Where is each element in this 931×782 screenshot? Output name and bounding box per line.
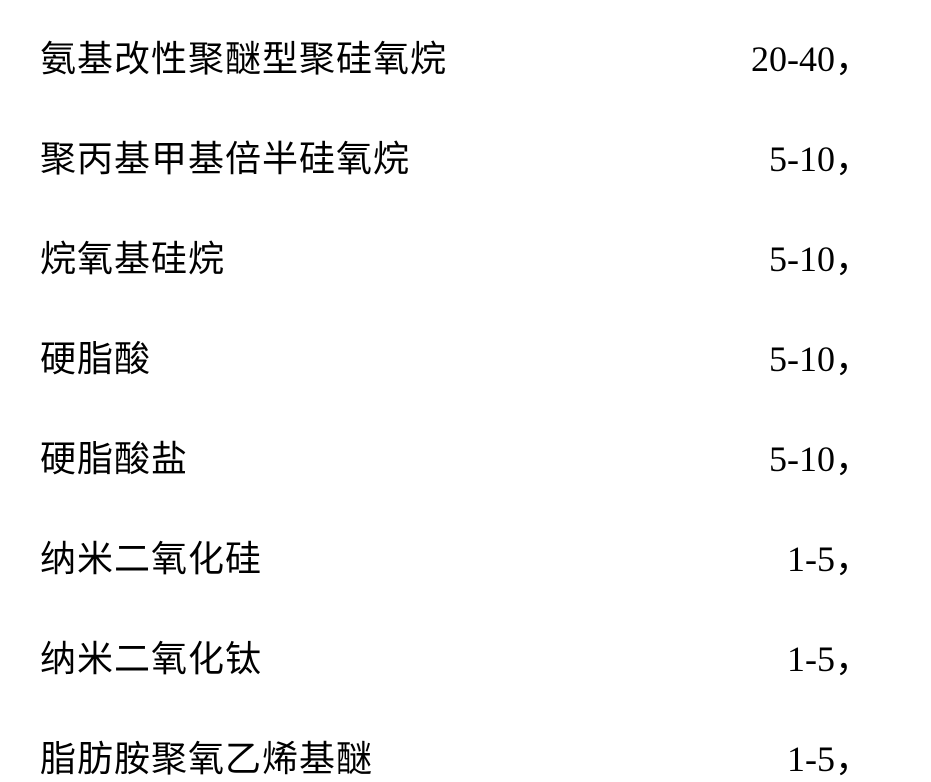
ingredient-label: 聚丙基甲基倍半硅氧烷 — [40, 130, 410, 182]
table-row: 硬脂酸 5-10， — [40, 330, 871, 382]
ingredient-value: 1-5， — [787, 730, 871, 782]
ingredient-value: 5-10， — [769, 130, 871, 182]
ingredient-value: 5-10， — [769, 230, 871, 282]
table-row: 氨基改性聚醚型聚硅氧烷 20-40， — [40, 30, 871, 82]
table-row: 硬脂酸盐 5-10， — [40, 430, 871, 482]
ingredient-label: 脂肪胺聚氧乙烯基醚 — [40, 730, 373, 782]
table-row: 脂肪胺聚氧乙烯基醚 1-5， — [40, 730, 871, 782]
ingredient-label: 纳米二氧化钛 — [40, 630, 262, 682]
ingredient-value: 5-10， — [769, 430, 871, 482]
ingredient-list: 氨基改性聚醚型聚硅氧烷 20-40， 聚丙基甲基倍半硅氧烷 5-10， 烷氧基硅… — [0, 0, 931, 755]
ingredient-value: 5-10， — [769, 330, 871, 382]
ingredient-label: 氨基改性聚醚型聚硅氧烷 — [40, 30, 447, 82]
ingredient-label: 纳米二氧化硅 — [40, 530, 262, 582]
ingredient-label: 烷氧基硅烷 — [40, 230, 225, 282]
ingredient-value: 20-40， — [751, 30, 871, 82]
table-row: 纳米二氧化钛 1-5， — [40, 630, 871, 682]
ingredient-label: 硬脂酸 — [40, 330, 151, 382]
table-row: 烷氧基硅烷 5-10， — [40, 230, 871, 282]
ingredient-value: 1-5， — [787, 630, 871, 682]
table-row: 聚丙基甲基倍半硅氧烷 5-10， — [40, 130, 871, 182]
ingredient-label: 硬脂酸盐 — [40, 430, 188, 482]
ingredient-value: 1-5， — [787, 530, 871, 582]
table-row: 纳米二氧化硅 1-5， — [40, 530, 871, 582]
